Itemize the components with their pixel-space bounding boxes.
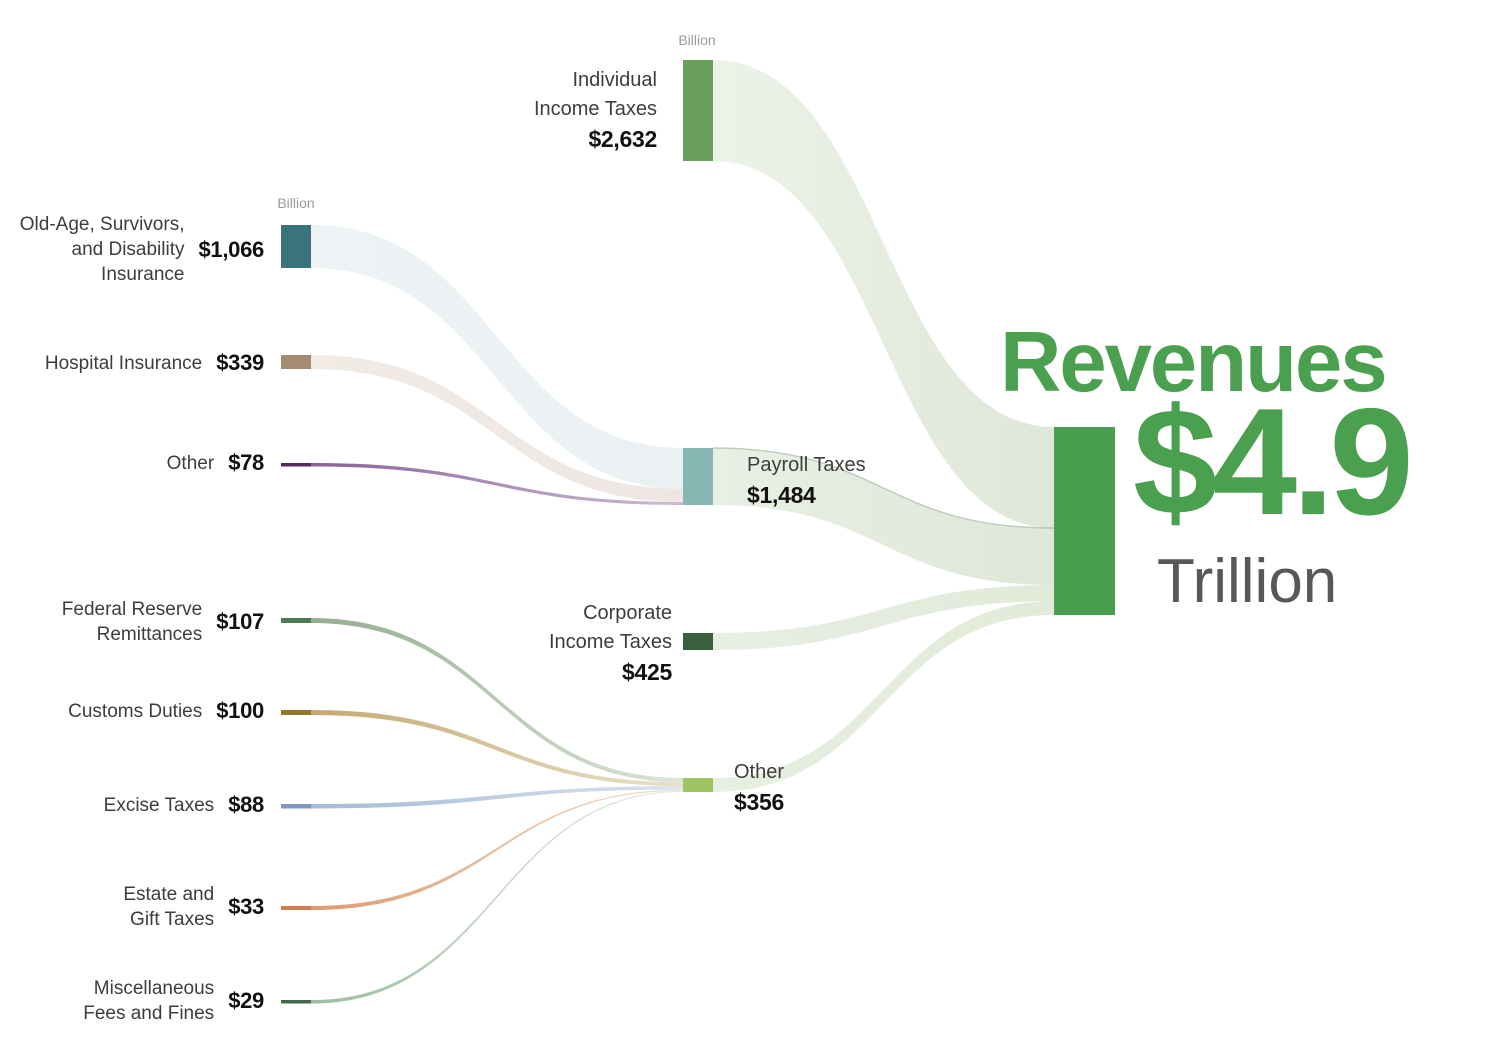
billion-label-left: Billion — [277, 195, 315, 211]
label-oasdi-name: Old-Age, Survivors, and Disability Insur… — [19, 214, 185, 285]
label-oasdi: Old-Age, Survivors, and Disability Insur… — [19, 212, 265, 287]
label-oasdi-value: $1,066 — [198, 236, 265, 262]
label-other-mid: Other $356 — [734, 761, 785, 815]
node-corporate — [683, 633, 713, 650]
node-payroll — [683, 448, 713, 505]
flow-edge-payroll — [712, 447, 1055, 529]
flow-other-mid-to-revenues — [713, 601, 1054, 792]
label-individual-income-taxes: Individual Income Taxes $2,632 — [533, 69, 657, 152]
flow-misc-fees-to-other-mid — [311, 790, 683, 1004]
node-other-mid — [683, 778, 713, 792]
label-customs-duties: Customs Duties $100 — [68, 698, 264, 723]
billion-label-middle: Billion — [678, 32, 716, 48]
flow-individual-to-revenues — [713, 60, 1054, 528]
node-fed-reserve — [281, 618, 311, 623]
label-federal-reserve: Federal Reserve Remittances $107 — [61, 599, 265, 645]
node-oasdi — [281, 225, 311, 268]
flow-other-payroll-to-payroll — [311, 463, 683, 505]
label-corporate-income-taxes: Corporate Income Taxes $425 — [548, 602, 672, 685]
label-estate-gift: Estate and Gift Taxes $33 — [123, 884, 264, 930]
flow-excise-to-other-mid — [311, 786, 683, 809]
node-individual — [683, 60, 713, 161]
label-other-payroll: Other $78 — [166, 450, 265, 475]
flow-hospital-to-payroll — [311, 355, 683, 502]
node-excise — [281, 804, 311, 809]
label-hospital-insurance: Hospital Insurance $339 — [44, 350, 264, 375]
node-revenues — [1054, 427, 1115, 615]
flow-fed-reserve-to-other-mid — [311, 618, 683, 783]
label-excise-taxes: Excise Taxes $88 — [103, 792, 265, 817]
label-payroll-taxes: Payroll Taxes $1,484 — [747, 454, 866, 508]
flow-corporate-to-revenues — [713, 585, 1054, 650]
flow-oasdi-to-payroll — [311, 225, 683, 489]
node-estate-gift — [281, 906, 311, 910]
flow-payroll-to-revenues — [713, 448, 1054, 585]
flow-customs-to-other-mid — [311, 710, 683, 787]
node-misc-fees — [281, 1000, 311, 1004]
revenues-unit: Trillion — [1157, 547, 1338, 616]
node-customs — [281, 710, 311, 715]
label-misc-fees: Miscellaneous Fees and Fines $29 — [83, 978, 264, 1024]
flow-estate-gift-to-other-mid — [311, 789, 683, 910]
revenues-heading: Revenues — [1000, 315, 1388, 410]
revenues-amount: $4.9 — [1133, 377, 1414, 547]
node-other-payroll — [281, 463, 311, 467]
node-hospital — [281, 355, 311, 369]
